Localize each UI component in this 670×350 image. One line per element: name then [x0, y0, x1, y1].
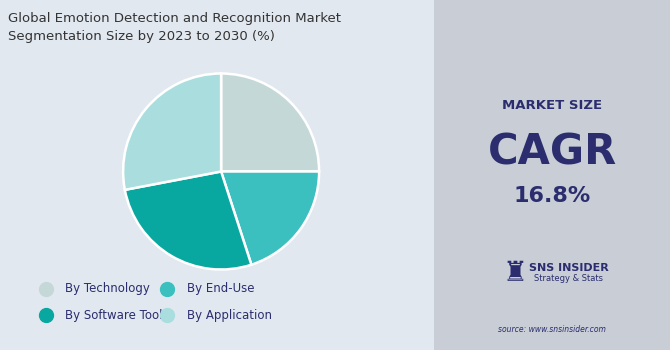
Wedge shape	[221, 172, 319, 265]
Text: By Technology: By Technology	[65, 282, 150, 295]
Wedge shape	[125, 172, 251, 270]
Wedge shape	[123, 74, 221, 190]
Text: SNS INSIDER: SNS INSIDER	[529, 263, 609, 273]
Text: By Software Tool: By Software Tool	[65, 308, 163, 322]
Text: CAGR: CAGR	[488, 131, 616, 173]
Wedge shape	[221, 74, 319, 172]
FancyBboxPatch shape	[431, 0, 670, 350]
Text: MARKET SIZE: MARKET SIZE	[502, 98, 602, 112]
Text: 16.8%: 16.8%	[513, 186, 591, 206]
Text: By Application: By Application	[187, 308, 272, 322]
Text: source: www.snsinsider.com: source: www.snsinsider.com	[498, 324, 606, 334]
Text: By End-Use: By End-Use	[187, 282, 254, 295]
Text: Global Emotion Detection and Recognition Market
Segmentation Size by 2023 to 203: Global Emotion Detection and Recognition…	[8, 12, 341, 43]
Text: Strategy & Stats: Strategy & Stats	[535, 274, 603, 283]
Text: ♜: ♜	[502, 259, 528, 287]
